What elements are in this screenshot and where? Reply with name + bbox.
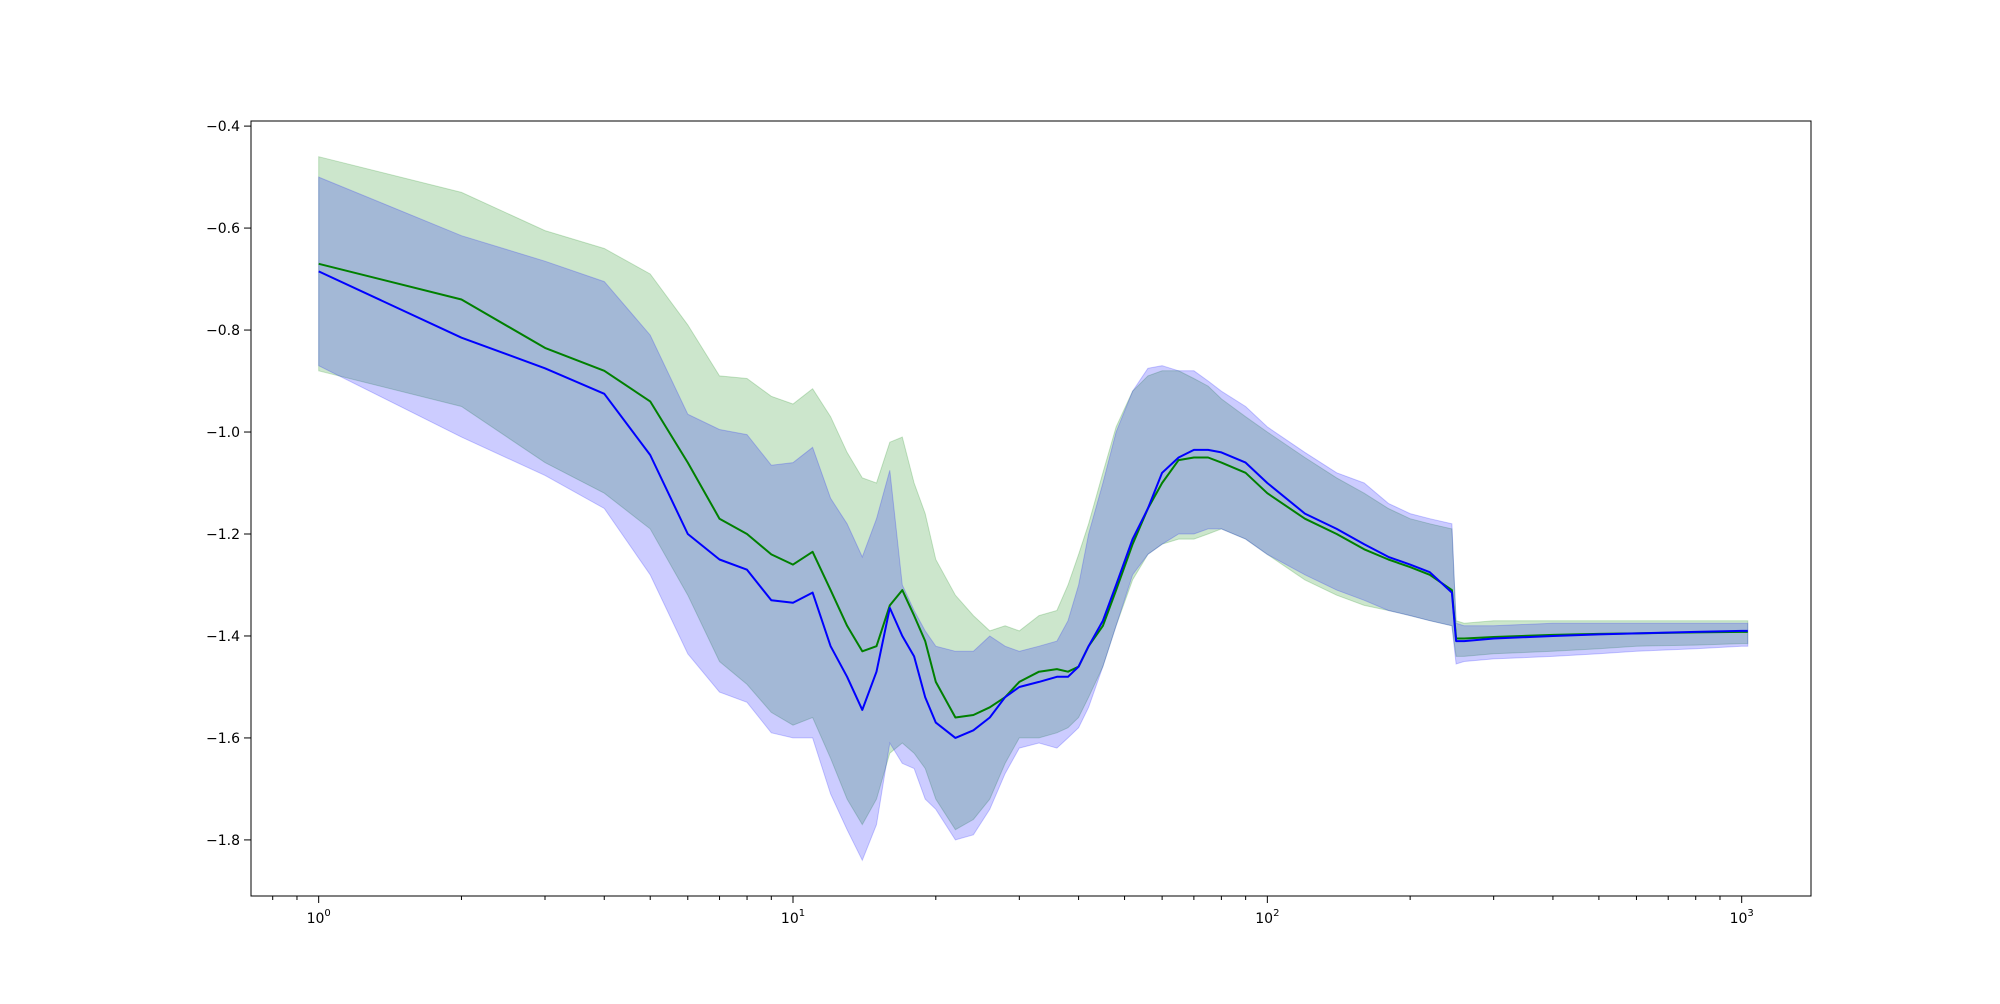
series-lines [318,262,1748,739]
series-0-band [318,156,1749,831]
series-1-line [318,270,1748,739]
x-tick-label: 101 [781,908,805,927]
y-tick-label: −1.2 [206,527,240,543]
y-axis: −0.4 −0.6 −0.8 −1.0 −1.2 −1.4 −1.6 −1.8 [206,119,251,849]
series-1-band [318,176,1749,862]
x-tick-label: 103 [1730,908,1754,927]
y-tick-label: −1.4 [206,629,240,645]
plot-frame [250,120,1812,897]
y-tick-label: −1.8 [206,833,240,849]
x-axis: 100 101 102 103 [272,896,1754,927]
y-tick-label: −0.6 [206,221,240,237]
y-tick-label: −0.4 [206,119,240,135]
plot-area [251,121,1811,896]
confidence-bands [318,156,1749,862]
x-tick-label: 100 [307,908,331,927]
x-tick-label: 102 [1255,908,1279,927]
y-tick-label: −1.0 [206,425,240,441]
y-tick-label: −1.6 [206,731,240,747]
y-tick-label: −0.8 [206,323,240,339]
